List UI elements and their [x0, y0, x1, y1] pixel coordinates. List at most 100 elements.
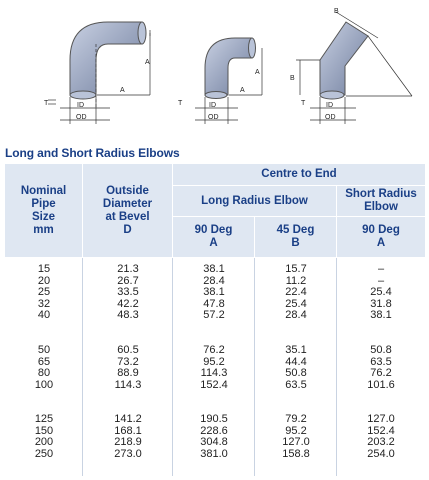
table-cell: 11.2	[285, 274, 307, 287]
column-divider	[254, 258, 255, 476]
table-row: 150 168.1 228.6 95.2 152.4	[5, 425, 425, 438]
label-t: T	[44, 100, 49, 107]
table-cell: 31.8	[370, 297, 392, 310]
table-cell: –	[377, 274, 385, 287]
table-cell: 114.3	[114, 378, 142, 391]
table-cell: 40	[37, 309, 51, 321]
table-cell: 273.0	[114, 447, 142, 460]
table-row: 100 114.3 152.4 63.5 101.6	[5, 379, 425, 392]
table-cell: 95.2	[285, 424, 307, 437]
table-cell: 250	[34, 447, 54, 460]
header-centre-to-end: Centre to End	[173, 164, 425, 185]
table-cell: 48.3	[117, 309, 139, 321]
table-cell: 152.4	[200, 378, 228, 391]
table-cell: 50.8	[370, 344, 392, 356]
elbow-diagrams: A A T ID OD A A T ID OD	[0, 0, 429, 142]
table-cell: 76.2	[370, 367, 392, 379]
table-cell: 26.7	[117, 274, 139, 287]
table-cell: 158.8	[282, 447, 310, 460]
column-divider	[336, 258, 337, 476]
table-cell: 228.6	[200, 424, 228, 437]
header-short-radius-elbow: Short Radius Elbow	[337, 186, 425, 216]
label-od: OD	[325, 114, 336, 121]
table-cell: 200	[34, 436, 54, 448]
label-b2: B	[290, 75, 295, 82]
header-nominal-pipe-size: Nominal Pipe Size mm	[5, 164, 82, 257]
table-cell: 28.4	[203, 274, 225, 287]
label-t: T	[178, 100, 183, 107]
column-divider	[82, 258, 83, 476]
label-a: A	[145, 59, 150, 66]
table-cell: 254.0	[367, 447, 395, 460]
table-cell: 15	[37, 263, 51, 275]
table-cell: 73.2	[117, 355, 139, 368]
table-title: Long and Short Radius Elbows	[5, 146, 180, 160]
long-radius-45-elbow: B B T ID OD	[290, 8, 413, 124]
table-cell: 76.2	[203, 344, 225, 356]
table-cell: 25	[37, 286, 51, 298]
table-cell: 125	[34, 413, 54, 425]
table-cell: 127.0	[367, 413, 395, 425]
table-cell: 38.1	[203, 286, 225, 298]
table-row: 32 42.2 47.8 25.4 31.8	[5, 298, 425, 311]
label-a2: A	[120, 87, 125, 94]
table-cell: 114.3	[200, 367, 228, 379]
table-cell: 60.5	[117, 344, 139, 356]
label-a: A	[255, 69, 260, 76]
table-row: 40 48.3 57.2 28.4 38.1	[5, 309, 425, 322]
header-lr-45-deg: 45 Deg B	[255, 217, 336, 257]
label-id: ID	[209, 102, 216, 109]
table-cell: 141.2	[114, 413, 142, 425]
table-cell: 47.8	[203, 297, 225, 310]
table-cell: 35.1	[285, 344, 307, 356]
table-cell: 32	[37, 297, 51, 310]
table-cell: 95.2	[203, 355, 225, 368]
table-cell: 88.9	[117, 367, 139, 379]
table-row: 20 26.7 28.4 11.2 –	[5, 275, 425, 288]
table-cell: 127.0	[282, 436, 310, 448]
table-cell: 63.5	[370, 355, 392, 368]
table-cell: 63.5	[285, 378, 307, 391]
label-od: OD	[208, 114, 219, 121]
table-row: 65 73.2 95.2 44.4 63.5	[5, 356, 425, 369]
label-t: T	[301, 100, 306, 107]
table-row: 200 218.9 304.8 127.0 203.2	[5, 436, 425, 449]
table-cell: 80	[37, 367, 51, 379]
column-divider	[172, 258, 173, 476]
header-long-radius-elbow: Long Radius Elbow	[173, 186, 336, 216]
table-row: 15 21.3 38.1 15.7 –	[5, 263, 425, 276]
table-cell: 152.4	[367, 424, 395, 437]
table-cell: 44.4	[285, 355, 307, 368]
elbow-dimensions-table: Nominal Pipe Size mm Outside Diameter at Beve…	[5, 164, 425, 476]
table-cell: 381.0	[200, 447, 228, 460]
table-cell: 79.2	[285, 413, 307, 425]
header-sr-90-deg: 90 Deg A	[337, 217, 425, 257]
table-cell: 100	[34, 378, 54, 391]
short-radius-90-elbow: A A T ID OD	[178, 37, 263, 124]
table-cell: 150	[34, 424, 54, 437]
table-cell: 304.8	[200, 436, 228, 448]
table-cell: 20	[37, 274, 51, 287]
table-cell: 22.4	[285, 286, 307, 298]
table-cell: 21.3	[117, 263, 139, 275]
table-cell: 101.6	[367, 378, 395, 391]
label-od: OD	[76, 114, 87, 121]
label-b: B	[334, 8, 339, 15]
table-row: 250 273.0 381.0 158.8 254.0	[5, 448, 425, 461]
table-cell: 38.1	[203, 263, 225, 275]
header-lr-90-deg: 90 Deg A	[173, 217, 254, 257]
label-id: ID	[77, 102, 84, 109]
table-cell: 190.5	[200, 413, 228, 425]
table-cell: 15.7	[285, 263, 307, 275]
table-cell: 57.2	[203, 309, 225, 321]
table-cell: 33.5	[117, 286, 139, 298]
table-cell: 65	[37, 355, 51, 368]
table-cell: 50.8	[285, 367, 307, 379]
elbow-drawings: A A T ID OD A A T ID OD	[44, 8, 413, 124]
table-cell: 50	[37, 344, 51, 356]
table-row: 25 33.5 38.1 22.4 25.4	[5, 286, 425, 299]
table-cell: 42.2	[117, 297, 139, 310]
header-outside-diameter: Outside Diameter at Bevel D	[83, 164, 172, 257]
label-id: ID	[326, 102, 333, 109]
table-cell: 25.4	[285, 297, 307, 310]
